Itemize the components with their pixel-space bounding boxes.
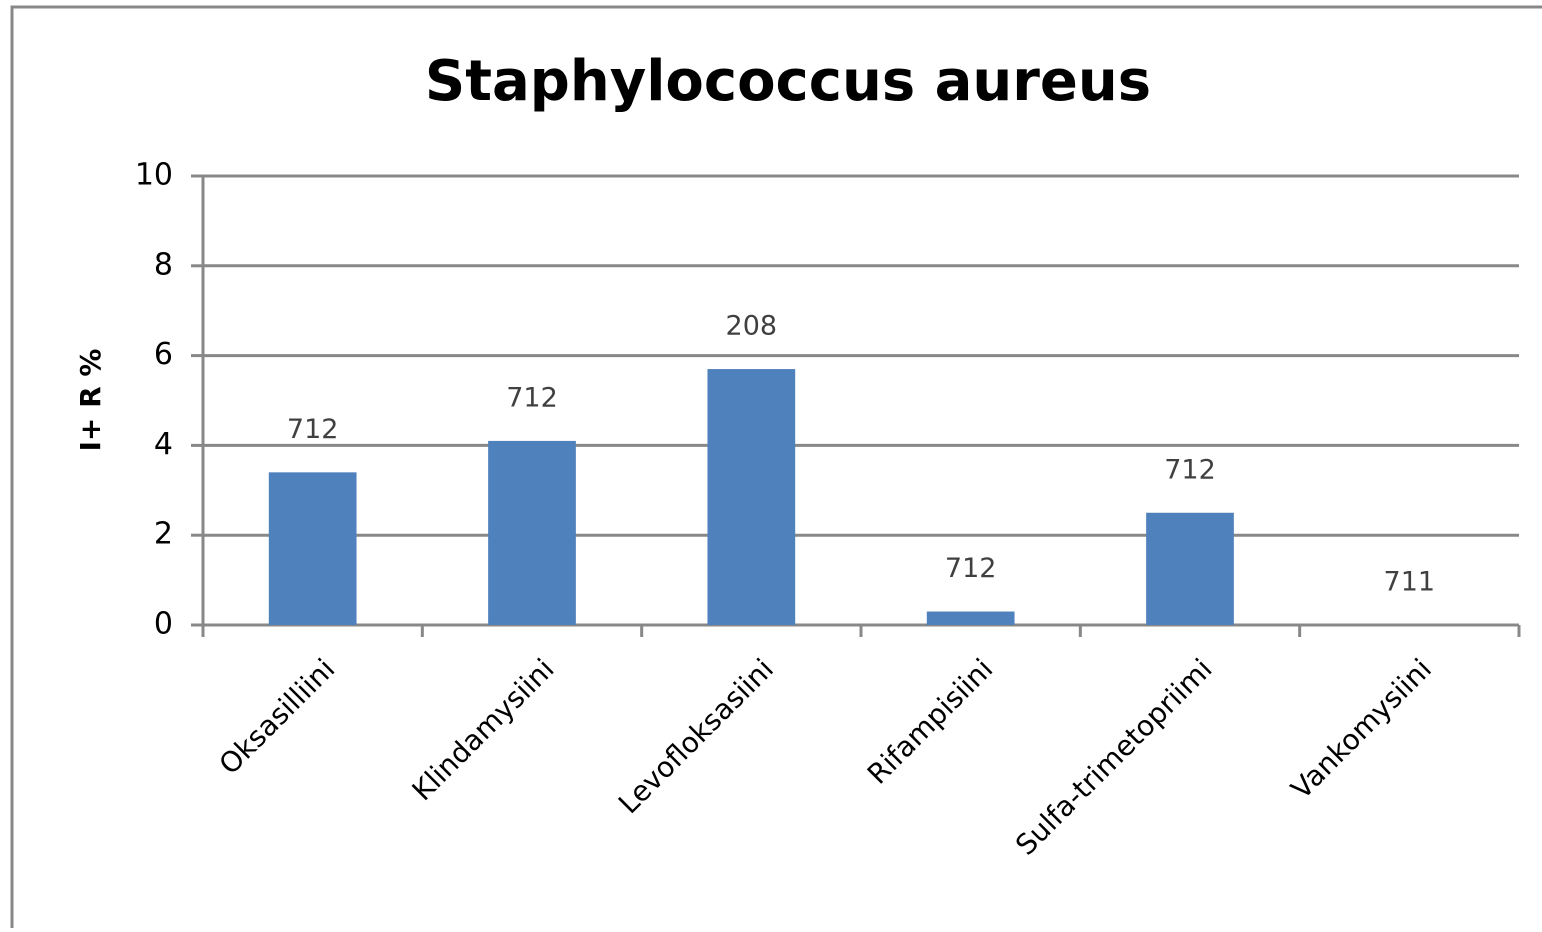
bar-label: 712: [1164, 454, 1216, 485]
y-tick-label: 8: [154, 247, 173, 282]
y-tick-label: 6: [154, 337, 173, 372]
x-tick-label: Rifampisiini: [861, 652, 999, 790]
y-tick-label: 4: [154, 427, 173, 462]
x-tick-label: Klindamysiini: [406, 652, 561, 807]
y-tick-label: 10: [135, 158, 173, 193]
bar-label: 712: [506, 382, 558, 413]
bar-label: 711: [1384, 567, 1436, 598]
y-tick-label: 2: [154, 517, 173, 552]
x-tick-label: Oksasilliini: [213, 652, 342, 781]
bar: [488, 440, 576, 625]
chart-title: Staphylococcus aureus: [425, 49, 1151, 114]
y-axis-label: I+ R %: [74, 349, 107, 452]
chart-frame: [10, 5, 1542, 932]
bar-label: 208: [726, 311, 778, 342]
x-tick-label: Sulfa-trimetopriimi: [1009, 652, 1218, 861]
bar-label: 712: [287, 414, 339, 445]
x-tick-label: Levofloksasiini: [612, 652, 780, 820]
bar: [268, 472, 357, 625]
x-tick-label: Vankomysiini: [1285, 652, 1438, 805]
bar: [1146, 512, 1234, 625]
bar: [926, 611, 1015, 625]
bar-label: 712: [945, 553, 997, 584]
y-tick-label: 0: [154, 607, 173, 642]
bar: [707, 369, 796, 625]
